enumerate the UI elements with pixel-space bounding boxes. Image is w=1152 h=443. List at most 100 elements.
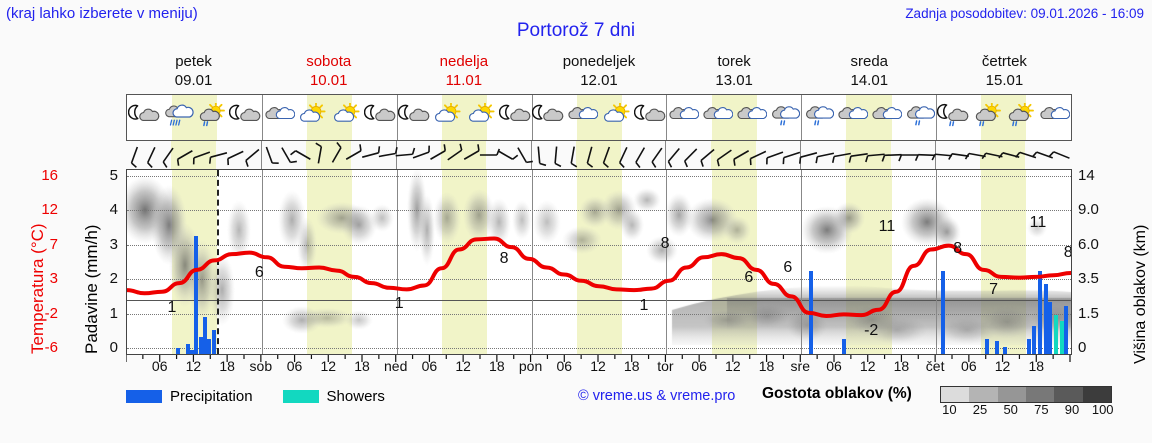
weather-icon-cloudy [565, 103, 599, 131]
weather-icon-night-cloudy [532, 103, 566, 131]
day-name: petek [175, 53, 212, 70]
wind-barb [162, 147, 174, 168]
weather-icon-cloudy [666, 103, 700, 131]
gridline-h-2 [127, 244, 1071, 246]
x-axis-tick: 18 [219, 358, 235, 374]
wind-barb [497, 150, 519, 160]
temperature-extreme-label: 8 [953, 240, 963, 258]
cloud-density-field [127, 170, 1071, 354]
temperature-extreme-label: 6 [744, 269, 754, 287]
weather-icon-cloud-rain [161, 103, 195, 131]
precipitation-tick: 5 [109, 167, 118, 184]
x-axis-tick: 06 [826, 358, 842, 374]
wind-barb [130, 146, 139, 168]
daylight-band-1 [306, 141, 352, 169]
day-name: nedelja [439, 53, 489, 70]
x-axis-tick: 12 [455, 358, 471, 374]
wind-barb [447, 143, 463, 161]
weather-icon-cloudy [700, 103, 734, 131]
wind-barb [430, 144, 447, 160]
day-separator-5 [800, 141, 802, 169]
weather-icon-night-cloudy [363, 103, 397, 131]
day-separator-6 [936, 95, 938, 140]
showers-legend-label: Showers [326, 387, 385, 405]
precipitation-bar [176, 348, 181, 354]
wind-barb-row [126, 141, 1072, 169]
weather-icon-cloudy [1037, 103, 1071, 131]
wind-barb [315, 142, 323, 164]
x-axis-tick: čet [925, 358, 945, 374]
precipitation-swatch [126, 389, 162, 403]
weather-icon-cloud-drizzle [768, 103, 802, 131]
x-axis-tick: 12 [725, 358, 741, 374]
wind-barb [395, 147, 416, 157]
precipitation-bar [194, 236, 199, 354]
day-header-5: sreda 14.01 [802, 52, 937, 92]
day-separator-3 [530, 141, 532, 169]
wind-barb [914, 153, 936, 161]
day-header-3: ponedeljek 12.01 [531, 52, 666, 92]
precipitation-bar [202, 317, 207, 354]
temperature-tick: 16 [41, 167, 58, 184]
x-axis-tick: 06 [691, 358, 707, 374]
cloudheight-tick: 14 [1078, 167, 1095, 184]
gridline-h-0 [127, 176, 1071, 177]
cloud-density-step-4 [1054, 387, 1083, 402]
location-menu-note[interactable]: (kraj lahko izberete v meniju) [6, 5, 198, 22]
cloud-density-step-3 [1025, 387, 1055, 402]
weather-icon-sun-cloud-drizzle [1004, 103, 1038, 131]
wind-barb [146, 146, 156, 168]
temperature-extreme-label: 8 [499, 249, 509, 267]
precipitation-tick: 2 [109, 270, 118, 288]
wind-barb [831, 152, 851, 164]
x-axis-tick: 12 [994, 358, 1011, 374]
weather-icon-night-cloudy [633, 103, 667, 131]
wind-barb [586, 146, 594, 168]
temperature-extreme-label: 1 [639, 297, 649, 315]
wind-barb [245, 148, 260, 167]
precipitation-bar [1003, 346, 1008, 354]
temperature-axis-title-text: Temperatura (°C) [28, 223, 47, 354]
copyright-link[interactable]: © vreme.us & vreme.pro [578, 388, 736, 404]
wind-barb [412, 145, 430, 159]
gridline-h-1 [127, 210, 1071, 212]
wind-barb [635, 147, 646, 168]
cloud-density-step-5 [1082, 387, 1111, 402]
temperature-extreme-label: 6 [783, 258, 793, 276]
page-title: Portorož 7 dni [516, 20, 636, 41]
cloudheight-tick: 3.5 [1078, 270, 1099, 288]
precipitation-bar [1032, 326, 1037, 354]
wind-barb [537, 146, 547, 167]
precipitation-bar [1043, 284, 1048, 354]
temperature-tick: 12 [41, 201, 58, 219]
temperature-extreme-label: 11 [878, 218, 896, 236]
wind-barb [651, 147, 663, 168]
x-axis-tick: 18 [489, 358, 505, 374]
weather-icon-cloudy [262, 103, 296, 131]
x-axis-tick: 18 [354, 358, 370, 374]
x-axis-tick: 06 [421, 358, 438, 374]
day-date: 12.01 [580, 72, 618, 89]
cloud-density-scale [940, 386, 1112, 403]
wind-barb [716, 149, 732, 167]
cloud-density-step-2 [997, 387, 1026, 402]
wind-barb [281, 147, 297, 164]
cloudheight-tick: 1.5 [1078, 304, 1099, 322]
wind-barb [848, 153, 868, 163]
day-separator-5 [801, 95, 803, 140]
x-axis-tick: 12 [185, 358, 202, 374]
zero-line [127, 299, 1071, 301]
wind-barb [948, 153, 969, 160]
day-header-6: četrtek 15.01 [937, 52, 1072, 92]
day-separator-1 [260, 141, 262, 169]
x-axis-tick: 18 [623, 358, 640, 374]
day-name: torek [717, 53, 751, 70]
x-axis-tick: 12 [859, 358, 876, 374]
wind-barb [602, 146, 611, 168]
precipitation-bar [1054, 315, 1058, 354]
wind-barb [570, 146, 578, 168]
day-date: 10.01 [309, 72, 348, 89]
temperature-extreme-label: 8 [660, 234, 670, 252]
x-axis-tick: 06 [961, 358, 977, 374]
